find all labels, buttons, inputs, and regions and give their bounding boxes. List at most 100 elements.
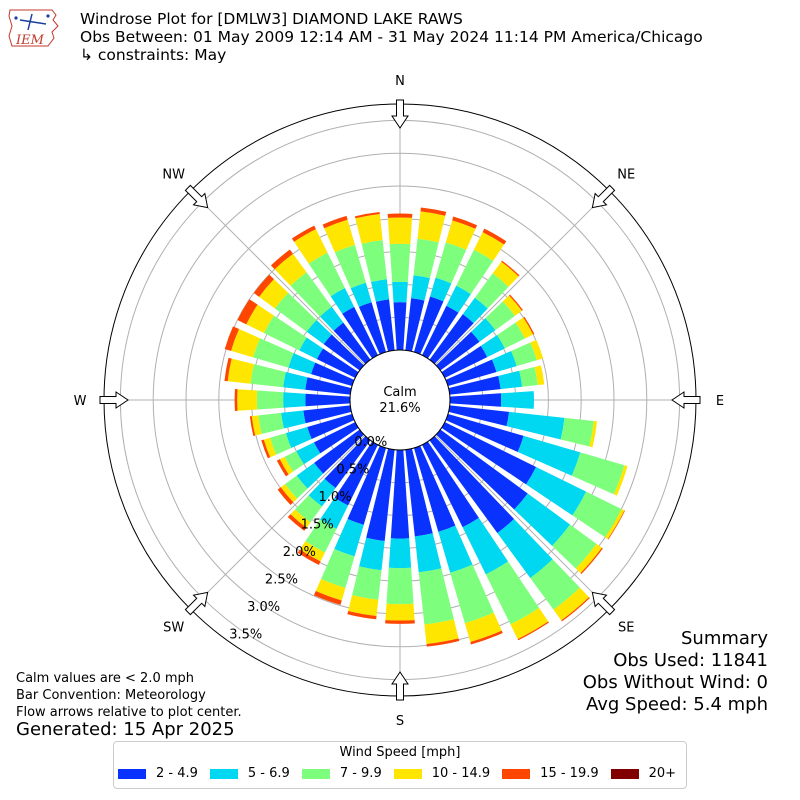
wind-bar xyxy=(485,301,515,331)
wind-bar xyxy=(314,429,364,474)
wind-bar xyxy=(295,495,323,523)
wind-bar xyxy=(303,405,352,424)
legend-item: 10 - 14.9 xyxy=(393,766,490,781)
wind-bar xyxy=(256,390,284,410)
wind-bar xyxy=(288,353,316,375)
wind-bar xyxy=(387,213,413,218)
wind-bar xyxy=(462,297,488,324)
legend-label: 2 - 4.9 xyxy=(156,766,198,781)
wind-bar xyxy=(449,393,502,407)
wind-bar xyxy=(358,302,387,355)
wind-bar xyxy=(392,281,408,303)
wind-bar xyxy=(561,597,590,622)
wind-bar xyxy=(462,517,509,575)
radial-tick-label: 3.5% xyxy=(229,627,262,642)
wind-bar xyxy=(523,316,535,335)
legend-label: 7 - 9.9 xyxy=(339,766,382,781)
radial-tick-label: 2.5% xyxy=(265,572,298,587)
wind-bar xyxy=(280,484,298,503)
wind-bar xyxy=(405,298,425,352)
wind-bar xyxy=(276,459,289,477)
wind-bar xyxy=(366,448,395,542)
wind-bar xyxy=(450,564,494,624)
wind-bar xyxy=(320,497,349,530)
wind-bar xyxy=(492,261,519,287)
wind-bar xyxy=(253,274,274,297)
wind-bar xyxy=(560,417,594,447)
wind-bar xyxy=(575,543,602,574)
direction-label: N xyxy=(395,74,405,89)
wind-bar xyxy=(482,228,507,245)
wind-bar xyxy=(517,621,549,641)
wind-bar xyxy=(515,317,534,339)
wind-bar xyxy=(231,328,261,358)
radial-tick-label: 1.0% xyxy=(319,490,352,505)
wind-bar xyxy=(355,213,383,244)
wind-bar xyxy=(249,416,256,437)
wind-bar xyxy=(330,288,355,314)
wind-bar xyxy=(491,350,517,372)
legend-label: 15 - 19.9 xyxy=(540,766,599,781)
legend-items: 2 - 4.9 5 - 6.9 7 - 9.9 10 - 14.9 15 - 19.9 2… xyxy=(118,766,688,781)
wind-bar xyxy=(324,219,355,253)
wind-bar xyxy=(435,242,467,284)
wind-bar xyxy=(500,391,534,409)
wind-bar xyxy=(589,421,598,448)
wind-bar xyxy=(552,524,597,569)
summary-heading: Summary xyxy=(681,628,768,649)
wind-bar xyxy=(388,538,412,569)
wind-bar xyxy=(291,225,316,242)
wind-bar xyxy=(386,567,414,605)
wind-bar xyxy=(284,451,304,472)
flow-arrow-icon xyxy=(591,184,616,209)
wind-bar xyxy=(413,238,439,279)
wind-bar xyxy=(277,487,294,505)
wind-bar xyxy=(387,217,413,245)
wind-bar xyxy=(270,249,293,270)
wind-bar xyxy=(290,272,332,317)
wind-bar xyxy=(287,514,307,531)
wind-bar xyxy=(613,465,628,496)
wind-bar xyxy=(375,299,395,352)
wind-bar xyxy=(607,510,625,540)
wind-bar xyxy=(334,244,366,289)
wind-bar xyxy=(305,377,352,395)
wind-bar xyxy=(426,638,460,647)
wind-bar xyxy=(452,216,478,229)
generated-date: Generated: 15 Apr 2025 xyxy=(16,719,235,740)
wind-bar xyxy=(389,243,411,283)
wind-bar xyxy=(580,547,603,574)
wind-bar xyxy=(530,339,544,361)
wind-bar xyxy=(352,566,382,600)
wind-bar xyxy=(308,252,345,297)
wind-bar xyxy=(263,315,307,351)
radial-tick-label: 2.0% xyxy=(283,545,316,560)
summary-obs-used: Obs Used: 11841 xyxy=(613,650,768,671)
wind-bar xyxy=(526,466,587,516)
direction-label: SW xyxy=(163,620,184,635)
wind-bar xyxy=(333,322,371,364)
wind-bar xyxy=(448,405,510,427)
wind-bar xyxy=(261,439,271,459)
wind-bar xyxy=(417,211,446,243)
wind-bar xyxy=(294,229,328,264)
wind-bar xyxy=(371,279,390,302)
wind-bar xyxy=(274,292,317,332)
legend-title: Wind Speed [mph] xyxy=(339,745,461,760)
wind-bar xyxy=(342,306,378,359)
wind-bar xyxy=(324,436,371,488)
legend: Wind Speed [mph] 2 - 4.9 5 - 6.9 7 - 9.9 10… xyxy=(113,741,687,789)
wind-bar xyxy=(424,619,459,645)
wind-bar xyxy=(270,433,292,455)
wind-bar xyxy=(553,587,589,621)
legend-swatch xyxy=(118,768,146,779)
direction-label: W xyxy=(74,394,87,409)
wind-bar xyxy=(445,220,476,250)
legend-item: 20+ xyxy=(610,766,676,781)
flow-arrow-icon xyxy=(391,671,409,701)
wind-bar xyxy=(438,525,473,573)
wind-bar xyxy=(497,322,525,349)
wind-bar xyxy=(445,413,524,452)
wind-bar xyxy=(511,342,537,367)
wind-bar xyxy=(285,475,308,499)
